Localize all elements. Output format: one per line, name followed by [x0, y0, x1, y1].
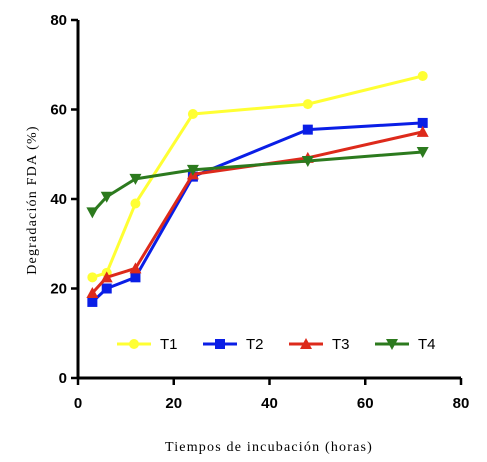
data-point-t1 — [187, 108, 198, 119]
series-t1 — [87, 70, 428, 283]
x-tick-label: 40 — [261, 395, 278, 412]
legend-marker-t4 — [386, 339, 398, 350]
data-point-t3 — [416, 125, 429, 137]
data-point-t3 — [86, 286, 99, 298]
legend-item-t3: T3 — [289, 336, 350, 353]
series-layer — [86, 70, 429, 307]
data-point-t4 — [129, 173, 142, 185]
legend-item-t4: T4 — [375, 336, 436, 353]
data-point-t4 — [301, 155, 314, 167]
data-point-t2 — [130, 272, 141, 283]
legend-item-t2: T2 — [203, 336, 264, 353]
legend-label-t2: T2 — [246, 336, 264, 353]
series-line-t4 — [91, 150, 423, 214]
series-line-t2 — [91, 121, 423, 304]
x-tick-label: 20 — [165, 395, 182, 412]
data-point-t4 — [186, 164, 199, 176]
legend-label-t1: T1 — [160, 336, 178, 353]
y-tick-label: 0 — [59, 370, 67, 387]
data-point-t2 — [417, 117, 428, 128]
legend-label-t3: T3 — [332, 336, 350, 353]
y-axis-title: Degradación FDA (%) — [25, 125, 40, 275]
legend-item-t1: T1 — [117, 336, 178, 353]
legend-label-t4: T4 — [418, 336, 436, 353]
y-tick-label: 60 — [50, 102, 67, 119]
legend-marker-t1 — [129, 339, 139, 349]
series-t2 — [87, 117, 428, 307]
y-tick-label: 80 — [50, 12, 67, 29]
data-point-t4 — [100, 191, 113, 203]
y-tick-label: 20 — [50, 281, 67, 298]
data-point-t4 — [416, 147, 429, 159]
y-tick-label: 40 — [50, 191, 67, 208]
data-point-t2 — [302, 124, 313, 135]
data-point-t4 — [86, 207, 99, 219]
legend: T1 T2 T3 T4 — [117, 336, 436, 353]
legend-marker-t2 — [215, 339, 225, 349]
legend-marker-t3 — [300, 338, 312, 349]
ticks: 0 20 40 60 80 0 20 40 60 80 — [50, 12, 469, 412]
data-point-t1 — [130, 198, 141, 209]
data-point-t1 — [417, 70, 428, 81]
data-point-t1 — [87, 272, 98, 283]
data-point-t2 — [87, 296, 98, 307]
data-point-t1 — [302, 99, 313, 110]
x-tick-label: 80 — [453, 395, 470, 412]
data-point-t3 — [100, 271, 113, 283]
series-t4 — [86, 147, 429, 219]
data-point-t2 — [101, 283, 112, 294]
x-tick-label: 0 — [74, 395, 82, 412]
data-point-t3 — [129, 262, 142, 274]
x-axis-title: Tiempos de incubación (horas) — [165, 440, 373, 455]
x-tick-label: 60 — [357, 395, 374, 412]
